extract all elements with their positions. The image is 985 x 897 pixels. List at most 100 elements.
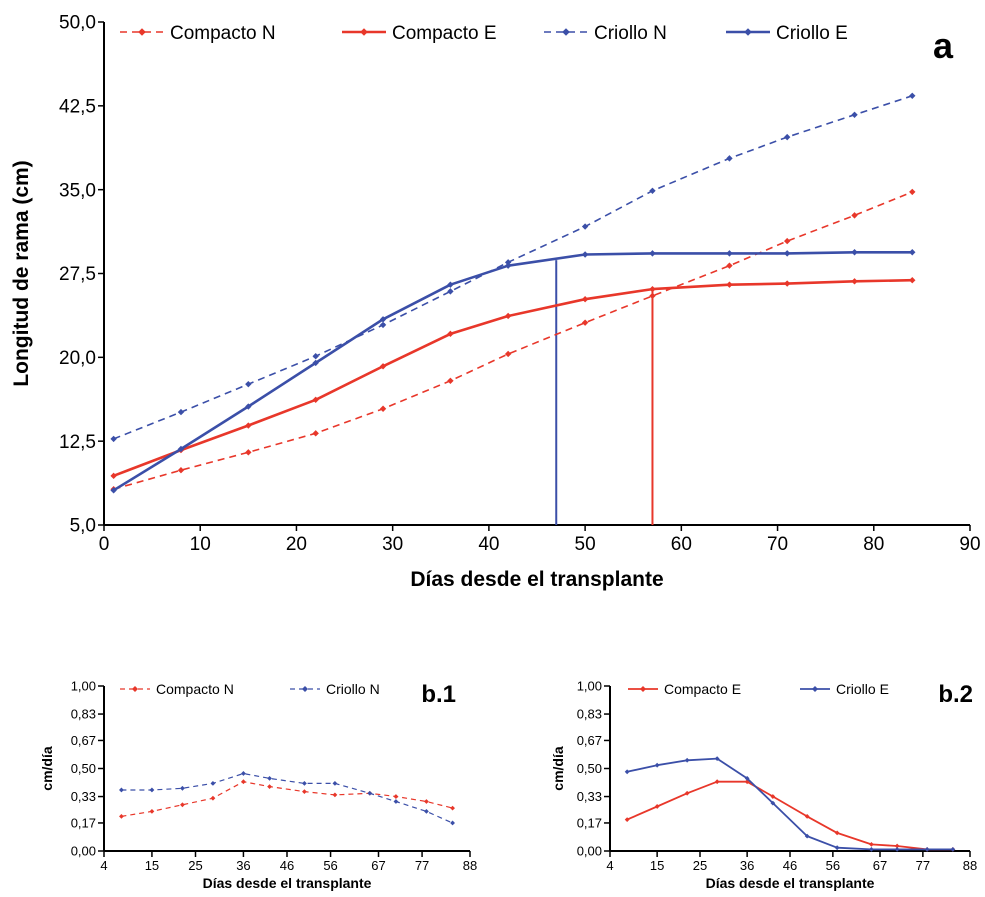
data-point	[581, 296, 589, 303]
x-tick-label: 30	[382, 534, 403, 555]
panel-label: a	[933, 25, 954, 66]
y-tick-label: 0,00	[577, 844, 602, 859]
data-point	[393, 794, 399, 799]
x-tick-label: 56	[826, 858, 840, 873]
data-point	[332, 792, 338, 798]
data-point	[649, 292, 656, 300]
x-axis-label: Días desde el transplante	[706, 875, 875, 891]
x-tick-label: 36	[236, 858, 250, 873]
y-tick-label: 0,50	[71, 761, 96, 776]
y-tick-label: 0,83	[577, 707, 602, 722]
x-tick-label: 25	[188, 858, 202, 873]
data-point	[119, 813, 124, 819]
x-tick-label: 46	[783, 858, 797, 873]
data-point	[379, 363, 387, 370]
data-point	[894, 843, 900, 849]
data-point	[783, 133, 791, 141]
chart-panel-b1: 4 15 25 36 46 56 67 77 88 0,00 0,17 0,33 0,50 0,67 0,8…	[39, 679, 477, 891]
data-point	[110, 487, 117, 494]
data-point	[950, 846, 956, 852]
data-point	[834, 830, 840, 836]
data-point	[332, 780, 338, 786]
y-tick-label: 0,33	[577, 789, 602, 804]
data-point	[447, 377, 454, 385]
data-point	[909, 188, 916, 196]
data-point	[245, 449, 252, 456]
data-point	[909, 249, 916, 256]
data-point	[210, 795, 216, 801]
data-point	[726, 281, 733, 288]
y-tick-label: 5,0	[70, 516, 96, 537]
y-tick-label: 50,0	[59, 13, 96, 34]
series-line-compacto-e	[113, 278, 913, 478]
data-point	[804, 813, 810, 819]
x-tick-label: 46	[280, 858, 294, 873]
x-tick-label: 88	[463, 858, 477, 873]
x-tick-label: 77	[916, 858, 930, 873]
data-point	[302, 789, 307, 794]
data-point	[649, 250, 656, 257]
x-tick-label: 67	[873, 858, 887, 873]
y-tick-label: 0,00	[71, 844, 96, 859]
legend-label: Criollo N	[594, 23, 667, 44]
y-tick-label: 27,5	[59, 264, 96, 285]
x-tick-label: 56	[323, 858, 337, 873]
data-point	[447, 281, 454, 288]
legend-marker	[744, 28, 752, 36]
data-point	[312, 353, 319, 360]
x-tick-label: 50	[575, 534, 596, 555]
data-point	[393, 799, 399, 804]
x-tick-label: 15	[650, 858, 664, 873]
data-point	[851, 278, 858, 285]
data-point	[726, 262, 733, 269]
data-point	[851, 249, 858, 256]
data-point	[624, 769, 630, 775]
data-point	[379, 321, 387, 329]
data-point	[714, 779, 720, 785]
y-axis-label: Longitud de rama (cm)	[10, 160, 33, 386]
x-tick-label: 60	[671, 534, 692, 555]
data-point	[447, 288, 454, 295]
data-point	[851, 212, 858, 219]
data-point	[241, 771, 246, 776]
data-point	[684, 790, 690, 796]
series-line-criollo-n	[113, 95, 913, 440]
y-axis-label: cm/día	[39, 746, 55, 791]
data-point	[177, 408, 185, 416]
y-tick-label: 1,00	[71, 679, 96, 694]
data-point	[180, 785, 185, 791]
data-point	[210, 780, 216, 786]
data-point	[245, 380, 252, 388]
data-point	[834, 845, 840, 851]
data-point	[654, 804, 660, 809]
data-point	[894, 846, 900, 852]
data-point	[726, 250, 733, 257]
data-point	[447, 330, 454, 338]
data-point	[149, 787, 155, 793]
data-point	[744, 776, 750, 781]
data-point	[312, 359, 319, 367]
data-point	[581, 223, 589, 230]
data-point	[770, 794, 776, 799]
data-point	[869, 842, 874, 847]
panel-label: b.1	[421, 681, 456, 708]
y-tick-label: 0,67	[71, 733, 96, 748]
legend-marker	[360, 28, 368, 36]
data-point	[804, 833, 810, 839]
data-point	[149, 809, 155, 814]
legend-label: Criollo N	[326, 681, 380, 697]
data-point	[624, 817, 630, 823]
data-point	[267, 784, 272, 790]
data-point	[504, 262, 512, 269]
data-point	[770, 800, 776, 806]
x-tick-label: 80	[863, 534, 884, 555]
y-tick-label: 0,83	[71, 707, 96, 722]
x-axis-label: Días desde el transplante	[203, 875, 372, 891]
series-line-compacto-n	[113, 191, 913, 490]
data-point	[783, 237, 791, 245]
data-point	[851, 111, 858, 118]
x-tick-label: 10	[190, 534, 211, 555]
x-tick-label: 4	[100, 858, 107, 873]
x-tick-label: 20	[286, 534, 307, 555]
data-point	[177, 445, 185, 453]
